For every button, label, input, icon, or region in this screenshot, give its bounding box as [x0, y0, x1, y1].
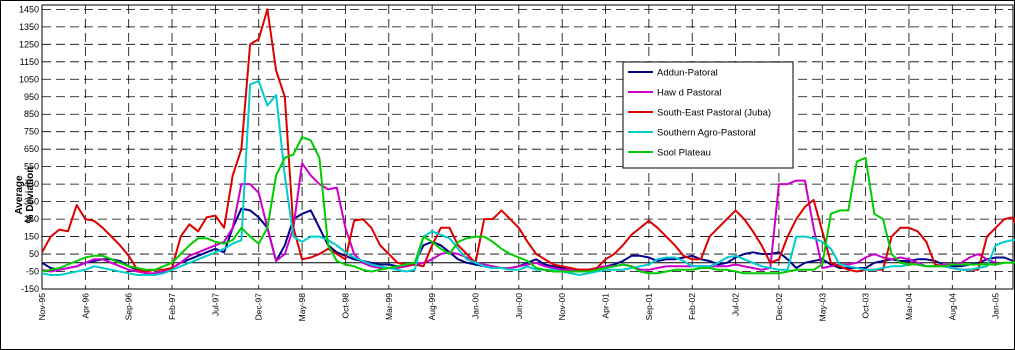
x-tick-label: Feb-02: [687, 293, 697, 320]
x-tick-label: Sep-01: [644, 293, 654, 321]
x-tick-label: Aug-04: [947, 293, 957, 321]
series-line-1: [41, 207, 1014, 276]
legend-box: [622, 61, 794, 169]
x-tick-label: Jun-00: [514, 293, 524, 319]
x-tick-label: Apr-01: [601, 293, 611, 319]
x-tick-label: May-98: [297, 293, 307, 322]
x-tick-label: Dec-02: [774, 293, 784, 321]
y-tick-label: 250: [24, 214, 39, 224]
x-tick-label: May-03: [817, 293, 827, 322]
x-tick-label: Oct-03: [861, 293, 871, 319]
y-tick-label: 1350: [19, 22, 39, 32]
x-tick-label: Nov-00: [557, 293, 567, 321]
x-tick-label: Sep-96: [124, 293, 134, 321]
y-axis-title-line2: Average: [14, 175, 25, 215]
y-tick-label: 1450: [19, 4, 39, 14]
x-tick-label: Aug-99: [427, 293, 437, 321]
x-tick-label: Nov-95: [37, 293, 47, 321]
series-lines: [41, 8, 1015, 276]
y-axis-title-line1: % Deviation: [25, 167, 36, 224]
x-tick-label: Feb-97: [167, 293, 177, 320]
y-tick-label: 350: [24, 197, 39, 207]
x-tick-label: Mar-99: [384, 293, 394, 320]
legend-label: Sool Plateau: [657, 148, 711, 159]
x-tick-label: Jul-97: [210, 293, 220, 316]
x-tick-label: Mar-04: [904, 293, 914, 320]
y-tick-label: 150: [24, 232, 39, 242]
series-line-5: [41, 136, 1015, 275]
y-tick-label: 1050: [19, 74, 39, 84]
x-tick-label: Jul-02: [731, 293, 741, 316]
y-tick-label: 650: [24, 144, 39, 154]
legend-label: Southern Agro-Pastoral: [657, 128, 756, 139]
y-tick-label: -50: [26, 267, 39, 277]
legend: Addun-Patoral Haw d Pastoral South-East Pa…: [622, 61, 794, 169]
legend-label: Haw d Pastoral: [657, 88, 721, 99]
y-tick-label: -150: [21, 284, 39, 294]
y-tick-label: 750: [24, 127, 39, 137]
y-tick-label: 550: [24, 162, 39, 172]
legend-label: Addun-Patoral: [657, 68, 718, 79]
plot-area-frame: [41, 4, 1014, 290]
y-tick-label: 1150: [20, 57, 39, 67]
x-tick-label: Dec-97: [254, 293, 264, 321]
y-tick-label: 450: [24, 179, 39, 189]
y-tick-label: 950: [24, 92, 39, 102]
y-tick-label: 1250: [19, 39, 39, 49]
x-tick-label: Jan-00: [470, 293, 480, 319]
y-tick-label: 850: [24, 109, 39, 119]
x-tick-label: Apr-96: [80, 293, 90, 319]
y-tick-label: 50: [29, 249, 39, 259]
x-tick-label: Oct-98: [340, 293, 350, 319]
legend-label: South-East Pastoral (Juba): [657, 108, 771, 119]
x-tick-label: Jan-05: [991, 293, 1001, 319]
